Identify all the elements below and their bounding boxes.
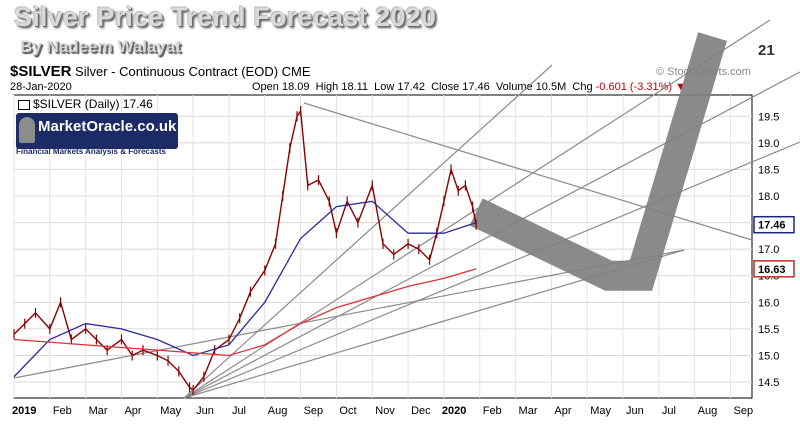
x-tick-label: Jun xyxy=(626,405,644,417)
open-value: 18.09 xyxy=(281,81,310,93)
chart-date: 28-Jan-2020 xyxy=(10,81,72,93)
x-tick-label: Nov xyxy=(375,405,395,417)
ma50-line xyxy=(13,200,477,378)
y-tick-label: 18.5 xyxy=(758,164,779,176)
y-tick-label: 17.0 xyxy=(758,244,779,256)
logo-name: MarketOracle.co.uk xyxy=(38,118,177,135)
x-tick-label: Sep xyxy=(734,405,754,417)
x-tick-label: May xyxy=(160,405,181,417)
x-tick-label: 2020 xyxy=(442,405,466,417)
ma200-line xyxy=(13,268,477,357)
close-value: 17.46 xyxy=(462,81,490,93)
y-tick-label: 15.0 xyxy=(758,350,779,362)
high-label: High xyxy=(315,81,339,93)
forecast-path xyxy=(469,32,727,291)
low-value: 17.42 xyxy=(397,81,425,93)
trendline xyxy=(303,102,753,241)
x-tick-label: Mar xyxy=(89,405,108,417)
x-tick-label: Mar xyxy=(519,405,538,417)
x-tick-label: Dec xyxy=(411,405,431,417)
trendline xyxy=(183,64,553,399)
chart-title: Silver Price Trend Forecast 2020 xyxy=(14,2,437,32)
x-tick-label: Apr xyxy=(124,405,141,417)
low-label: Low xyxy=(374,81,395,93)
chart-legend: $SILVER (Daily) 17.46 xyxy=(18,97,153,111)
y-tick-label: 15.5 xyxy=(758,324,779,336)
y-tick-label: 18.0 xyxy=(758,191,779,203)
y-tick-label: 19.0 xyxy=(758,138,779,150)
volume-value: 10.5M xyxy=(535,81,567,93)
legend-label: $SILVER (Daily) 17.46 xyxy=(33,97,153,111)
volume-label: Volume xyxy=(495,81,533,93)
ma200-price-tag-box xyxy=(753,260,795,278)
close-price-tag-text: 17.46 xyxy=(758,220,786,232)
x-tick-label: Jun xyxy=(196,405,214,417)
open-label: Open xyxy=(252,81,279,93)
x-tick-label: Aug xyxy=(268,405,288,417)
down-arrow-icon: ▼ xyxy=(675,81,687,93)
x-tick-label: Jul xyxy=(662,405,676,417)
x-tick-label: 2019 xyxy=(12,405,36,417)
x-tick-label: Aug xyxy=(698,405,718,417)
x-tick-label: Sep xyxy=(304,405,324,417)
y-tick-label: 14.5 xyxy=(758,377,779,389)
symbol: $SILVER xyxy=(10,63,72,80)
x-tick-label: May xyxy=(590,405,611,417)
logo-tagline: Financial Markets Analysis & Forecasts xyxy=(16,147,166,156)
close-label: Close xyxy=(431,81,460,93)
x-tick-label: Feb xyxy=(53,405,72,417)
close-price-tag-box xyxy=(753,215,795,234)
trendline xyxy=(183,141,800,399)
ohlc-readout: Open 18.09 High 18.11 Low 17.42 Close 17… xyxy=(252,81,686,93)
author-byline: By Nadeem Walayat xyxy=(20,37,181,56)
forecast-target-label: 21 xyxy=(758,42,775,59)
x-tick-label: Jul xyxy=(232,405,246,417)
x-tick-label: Oct xyxy=(339,405,356,417)
chg-value: -0.601 (-3.31%) xyxy=(595,81,673,93)
person-icon xyxy=(19,117,35,143)
symbol-header: $SILVER Silver - Continuous Contract (EO… xyxy=(10,63,311,80)
x-tick-label: Apr xyxy=(554,405,571,417)
x-tick-label: Feb xyxy=(483,405,502,417)
legend-swatch xyxy=(18,99,30,110)
symbol-description: Silver - Continuous Contract (EOD) CME xyxy=(75,64,311,79)
chg-label: Chg xyxy=(572,81,593,93)
y-tick-label: 16.0 xyxy=(758,297,779,309)
logo: MarketOracle.co.uk xyxy=(16,113,178,149)
ma200-price-tag-text: 16.63 xyxy=(758,264,786,276)
y-tick-label: 19.5 xyxy=(758,111,779,123)
high-value: 18.11 xyxy=(341,81,369,93)
